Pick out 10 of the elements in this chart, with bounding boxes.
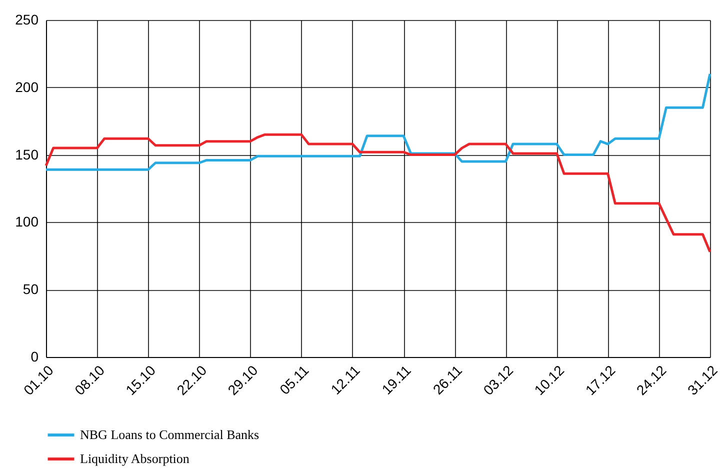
legend-label: NBG Loans to Commercial Banks bbox=[80, 427, 260, 442]
legend-label: Liquidity Absorption bbox=[80, 451, 190, 466]
y-tick-label: 250 bbox=[15, 12, 39, 28]
y-tick-label: 50 bbox=[22, 281, 39, 298]
line-series bbox=[44, 133, 712, 254]
y-tick-label: 0 bbox=[30, 348, 39, 364]
y-tick-label: 100 bbox=[15, 214, 39, 230]
y-tick-label: 150 bbox=[15, 146, 39, 162]
y-tick-label: 200 bbox=[15, 78, 39, 95]
line-series bbox=[44, 72, 712, 171]
